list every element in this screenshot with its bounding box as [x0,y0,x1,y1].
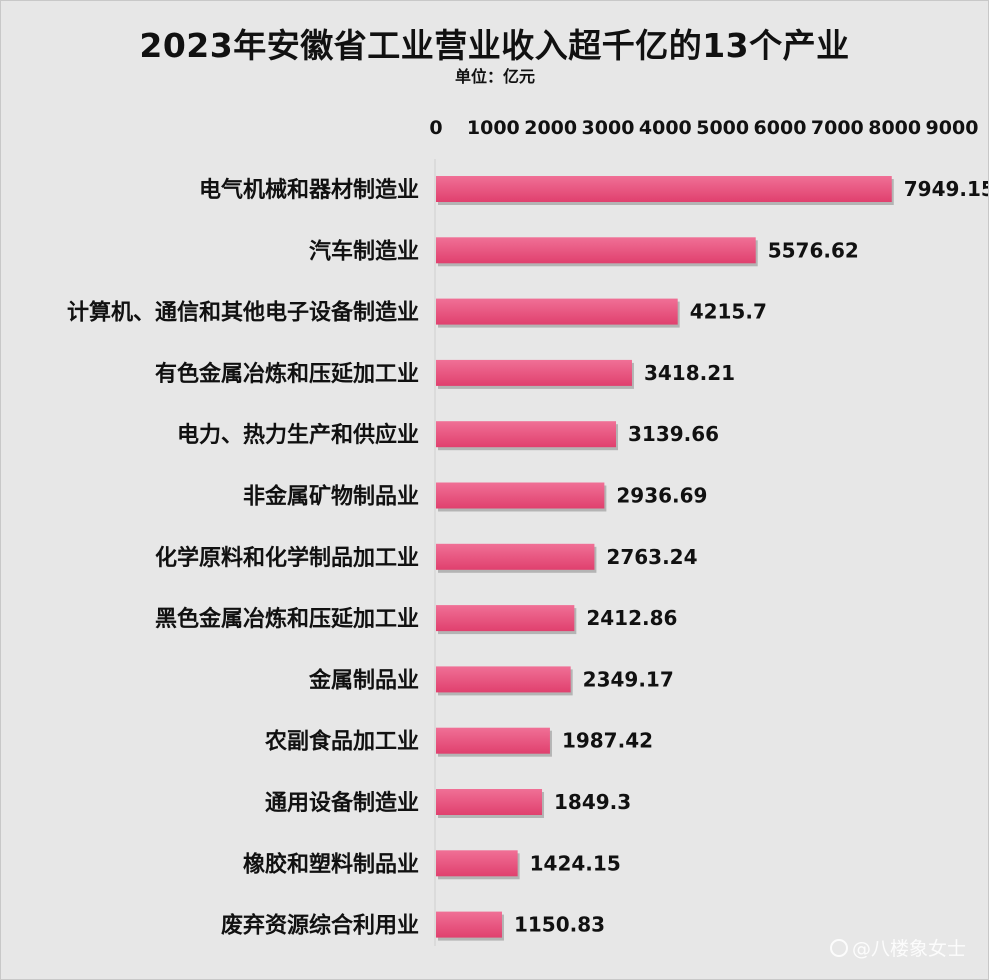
category-label: 黑色金属冶炼和压延加工业 [155,606,419,632]
x-tick-label: 7000 [811,117,864,139]
bar [436,359,632,386]
category-label: 汽车制造业 [309,238,419,264]
data-label: 1987.42 [562,729,653,753]
watermark-text: @八楼象女士 [851,938,966,960]
bars-group: 电气机械和器材制造业 7949.15 汽车制造业 5576.62 计算机、通信和其他电子… [67,176,988,941]
bar [436,298,678,325]
x-tick-label: 6000 [754,117,807,139]
bar [436,789,543,815]
x-tick-label: 5000 [696,117,749,139]
category-label: 非金属矿物制品业 [243,484,419,510]
category-label: 化学原料和化学制品加工业 [155,545,419,571]
data-label: 5576.62 [768,238,859,262]
camera-icon [829,939,848,957]
x-tick-label: 4000 [639,117,692,139]
x-tick-label: 9000 [926,117,979,139]
bar [436,237,756,264]
bar [436,176,892,202]
data-label: 7949.15 [904,177,988,201]
data-label: 2412.86 [586,606,677,630]
data-label: 3418.21 [644,361,735,385]
category-label: 农副食品加工业 [264,729,419,755]
data-label: 2763.24 [606,545,697,569]
watermark: @八楼象女士 [829,934,966,961]
bar [436,727,550,754]
data-label: 1424.15 [530,851,621,875]
x-tick-label: 0 [429,117,442,139]
bar [436,543,595,570]
x-tick-label: 3000 [582,117,635,139]
x-tick-label: 8000 [868,117,921,139]
data-label: 1150.83 [514,913,605,937]
bar [436,911,502,938]
category-label: 电气机械和器材制造业 [199,177,419,203]
bar [436,666,571,693]
bar [436,482,605,509]
bar [436,421,617,448]
data-label: 4215.7 [690,300,767,324]
x-axis: 0 1000 2000 3000 4000 5000 6000 7000 8000 9000 [429,117,978,946]
category-label: 金属制品业 [308,667,419,693]
chart-subtitle: 单位：亿元 [455,67,536,86]
category-label: 计算机、通信和其他电子设备制造业 [67,300,419,326]
data-label: 3139.66 [628,422,719,446]
category-label: 通用设备制造业 [265,790,419,816]
chart-title: 2023年安徽省工业营业收入超千亿的13个产业 [139,26,850,65]
data-label: 2936.69 [616,484,707,508]
category-label: 有色金属冶炼和压延加工业 [155,361,419,387]
category-label: 橡胶和塑料制品业 [243,851,419,877]
data-label: 2349.17 [583,667,674,691]
bar [436,605,575,632]
x-tick-label: 1000 [467,117,520,139]
data-label: 1849.3 [554,790,631,814]
category-label: 废弃资源综合利用业 [221,913,419,939]
category-label: 电力、热力生产和供应业 [177,422,419,448]
bar [436,850,518,877]
x-tick-label: 2000 [524,117,577,139]
